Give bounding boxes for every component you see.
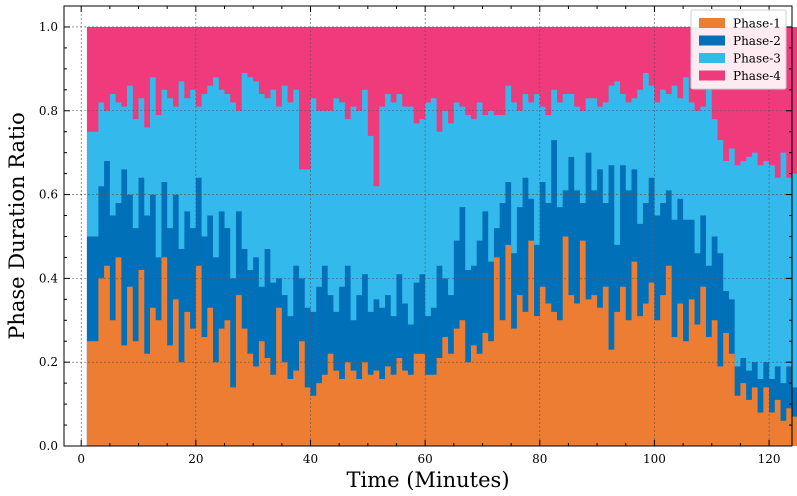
y-tick-label: 1.0 [39,20,58,34]
plot-area [86,26,797,446]
area-phase-1 [86,236,797,446]
x-tick-label: 100 [643,452,666,466]
x-tick-label: 80 [532,452,547,466]
legend-label-phase-2: Phase-2 [733,34,781,48]
legend-swatch-phase-4 [699,70,725,81]
legend-swatch-phase-3 [699,53,725,63]
legend: Phase-1 Phase-2 Phase-3 Phase-4 [690,9,787,90]
x-axis-label: Time (Minutes) [346,468,509,492]
legend-label-phase-4: Phase-4 [733,69,781,83]
y-tick-label: 0.6 [39,188,58,202]
y-tick-label: 0.0 [39,439,58,453]
legend-box [690,9,787,90]
y-axis-label: Phase Duration Ratio [5,112,29,340]
x-tick-label: 20 [188,452,203,466]
legend-swatch-phase-2 [699,35,725,46]
x-tick-label: 120 [758,452,781,466]
x-tick-label: 60 [417,452,432,466]
y-tick-label: 0.4 [39,271,58,285]
axis-ticks: 0 20 40 60 80 100 120 0.0 0.2 0.4 0.6 0.8 1.0 [39,6,792,466]
legend-label-phase-3: Phase-3 [733,52,781,66]
legend-swatch-phase-1 [699,18,725,28]
legend-label-phase-1: Phase-1 [733,17,781,31]
y-tick-label: 0.2 [39,355,58,369]
y-tick-label: 0.8 [39,104,58,118]
x-tick-label: 0 [77,452,85,466]
plot-frame [63,5,793,447]
x-tick-label: 40 [303,452,318,466]
